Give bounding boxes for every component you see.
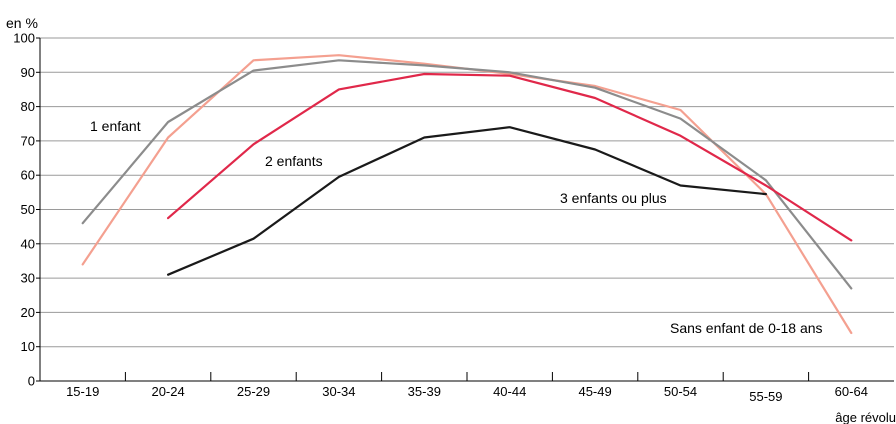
y-tick-label: 0 (28, 374, 35, 389)
series-lines (81, 54, 853, 335)
series-label: Sans enfant de 0-18 ans (670, 320, 823, 336)
x-tick-label: 25-29 (237, 384, 270, 399)
y-tick-label: 40 (21, 236, 35, 251)
y-tick-label: 60 (21, 168, 35, 183)
x-tick-label: 40-44 (493, 384, 526, 399)
x-tick-label: 50-54 (664, 384, 697, 399)
x-tick-label: 55-59 (749, 389, 782, 404)
x-tick-label: 35-39 (408, 384, 441, 399)
axes (36, 37, 894, 382)
series-line (167, 126, 767, 276)
y-tick-label: 80 (21, 99, 35, 114)
series-labels: 1 enfant 2 enfants 3 enfants ou plus Sans e… (90, 118, 823, 336)
tick-labels: 0 10 20 30 40 50 60 70 80 90 100 15-19 20-24 25-29 30-… (13, 31, 868, 405)
y-tick-label: 50 (21, 202, 35, 217)
y-axis-title: en % (6, 15, 38, 31)
series-line (81, 54, 853, 335)
y-tick-label: 20 (21, 305, 35, 320)
x-tick-label: 15-19 (66, 384, 99, 399)
y-tick-label: 30 (21, 271, 35, 286)
y-tick-label: 70 (21, 133, 35, 148)
y-tick-label: 10 (21, 339, 35, 354)
series-line (167, 72, 853, 242)
series-line (81, 59, 853, 290)
x-tick-label: 20-24 (151, 384, 184, 399)
x-tick-label: 30-34 (322, 384, 355, 399)
series-label: 1 enfant (90, 118, 141, 134)
x-tick-label: 45-49 (578, 384, 611, 399)
y-tick-label: 90 (21, 65, 35, 80)
series-label: 3 enfants ou plus (560, 190, 667, 206)
x-axis-title: âge révolu (835, 410, 896, 424)
x-tick-label: 60-64 (835, 384, 868, 399)
y-tick-label: 100 (13, 31, 35, 46)
gridlines (40, 37, 894, 348)
series-label: 2 enfants (265, 153, 323, 169)
